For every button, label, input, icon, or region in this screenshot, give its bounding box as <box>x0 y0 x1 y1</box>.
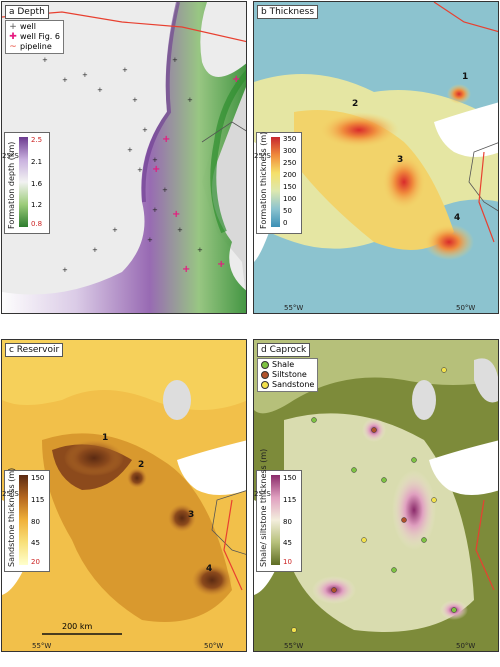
depth-map: ++++ ++++ ++++ ++++ ++++ +++ ++ + <box>2 2 246 313</box>
panel-a-colorbar: Formation depth (km) 2.5 2.1 1.6 1.2 0.8 <box>4 132 50 234</box>
lon-label-50w: 50°W <box>204 642 224 650</box>
svg-text:+: + <box>122 66 128 74</box>
legend-item-siltstone: Siltstone <box>261 370 314 380</box>
legend-item-pipeline: ~ pipeline <box>9 41 52 52</box>
panel-a-legend: + well ✚ well Fig. 6 ~ pipeline <box>5 20 64 54</box>
region-label-3: 3 <box>188 510 195 520</box>
region-label-4: 4 <box>206 564 213 574</box>
region-label-1: 1 <box>462 72 469 82</box>
colorbar-title: Shale/ siltstone thickness (m) <box>259 448 268 567</box>
plus-icon: + <box>9 21 17 32</box>
region-label-4: 4 <box>454 213 461 223</box>
lon-label-55w: 55°W <box>284 642 304 650</box>
circle-icon <box>261 361 269 369</box>
plus-icon: ✚ <box>9 31 17 42</box>
svg-text:+: + <box>132 96 138 104</box>
svg-text:+: + <box>162 186 168 194</box>
panel-d-title: d Caprock <box>257 343 311 357</box>
svg-text:+: + <box>197 246 203 254</box>
colorbar-ramp <box>19 475 28 565</box>
svg-text:+: + <box>142 126 148 134</box>
legend-item-well: + well <box>9 21 36 32</box>
panel-thickness: b Thickness Formation thickness (m) 350 … <box>253 1 499 314</box>
svg-text:+: + <box>217 259 225 270</box>
svg-text:+: + <box>97 86 103 94</box>
panel-d-colorbar: Shale/ siltstone thickness (m) 150 115 8… <box>256 449 302 572</box>
svg-text:+: + <box>152 164 160 175</box>
svg-text:+: + <box>172 209 180 220</box>
circle-icon <box>261 381 269 389</box>
lon-label-50w: 50°W <box>456 304 476 312</box>
region-label-3: 3 <box>397 155 404 165</box>
lon-label-55w: 55°W <box>32 642 52 650</box>
colorbar-ramp <box>271 137 280 227</box>
panel-depth: + + + + + + + + + + + + + + + + + + + + + + + + + + a Depth… <box>1 1 247 314</box>
svg-text:+: + <box>137 166 143 174</box>
region-label-2: 2 <box>352 99 359 109</box>
legend-item-shale: Shale <box>261 360 314 370</box>
colorbar-title: Formation thickness (m) <box>259 131 268 229</box>
svg-text:+: + <box>62 76 68 84</box>
legend-item-well-fig6: ✚ well Fig. 6 <box>9 31 60 42</box>
region-label-1: 1 <box>102 433 109 443</box>
svg-text:+: + <box>82 71 88 79</box>
svg-text:+: + <box>182 264 190 275</box>
svg-text:+: + <box>42 56 48 64</box>
svg-text:+: + <box>152 156 158 164</box>
lon-label-55w: 55°W <box>284 304 304 312</box>
panel-reservoir: c Reservoir Sandstone thickness (m) 150 … <box>1 339 247 652</box>
panel-b-colorbar: Formation thickness (m) 350 300 250 200 … <box>256 132 302 234</box>
svg-text:+: + <box>147 236 153 244</box>
lat-label: 25°S <box>2 490 19 498</box>
line-icon: ~ <box>9 41 17 52</box>
svg-text:+: + <box>172 56 178 64</box>
svg-text:+: + <box>92 246 98 254</box>
colorbar-ramp <box>271 475 280 565</box>
colorbar-title: Sandstone thickness (m) <box>7 467 16 567</box>
svg-text:+: + <box>162 134 170 145</box>
svg-text:+: + <box>62 266 68 274</box>
lat-label: 25°S <box>2 152 19 160</box>
svg-text:+: + <box>177 226 183 234</box>
svg-text:+: + <box>187 96 193 104</box>
panel-caprock: d Caprock Shale Siltstone Sandstone Shal… <box>253 339 499 652</box>
panel-c-colorbar: Sandstone thickness (m) 150 115 80 45 20 <box>4 467 50 572</box>
legend-item-sandstone: Sandstone <box>261 380 314 390</box>
panel-a-title: a Depth <box>5 5 49 19</box>
panel-c-title: c Reservoir <box>5 343 64 357</box>
svg-text:+: + <box>152 206 158 214</box>
scale-bar-label: 200 km <box>62 622 93 631</box>
lat-label: 25°S <box>254 490 271 498</box>
lat-label: 25°S <box>254 152 271 160</box>
panel-b-title: b Thickness <box>257 5 319 19</box>
svg-text:+: + <box>112 226 118 234</box>
colorbar-ramp <box>19 137 28 227</box>
panel-d-legend: Shale Siltstone Sandstone <box>257 358 319 392</box>
svg-text:+: + <box>232 74 240 85</box>
region-label-2: 2 <box>138 460 145 470</box>
circle-icon <box>261 371 269 379</box>
lon-label-50w: 50°W <box>456 642 476 650</box>
svg-text:+: + <box>127 146 133 154</box>
